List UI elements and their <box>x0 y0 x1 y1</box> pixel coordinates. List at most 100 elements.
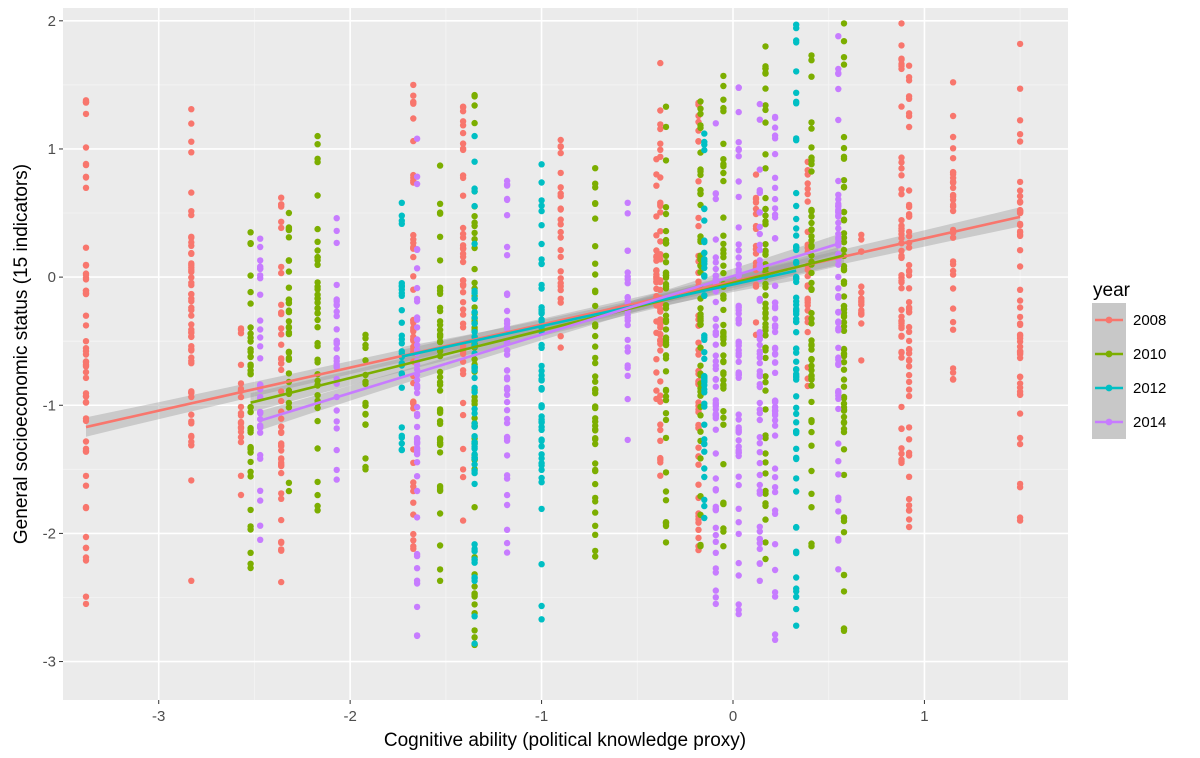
data-point <box>459 299 467 306</box>
data-point <box>712 375 719 383</box>
data-point <box>840 239 848 246</box>
data-point <box>835 273 842 281</box>
data-point <box>771 359 779 366</box>
data-point <box>735 447 742 454</box>
data-point <box>949 305 957 312</box>
data-point <box>771 432 779 439</box>
data-point <box>436 326 444 334</box>
data-point <box>657 331 664 338</box>
data-point <box>771 507 779 514</box>
data-point <box>398 332 405 339</box>
data-point <box>657 398 664 405</box>
data-point <box>793 428 800 435</box>
data-point <box>712 265 719 273</box>
data-point <box>840 153 848 160</box>
data-point <box>1016 117 1024 124</box>
data-point <box>771 404 779 411</box>
data-point <box>237 380 245 387</box>
data-point <box>793 574 800 581</box>
data-point <box>314 491 321 499</box>
data-point <box>793 258 800 266</box>
data-point <box>756 187 763 194</box>
data-point <box>840 280 848 287</box>
data-point <box>471 102 478 109</box>
data-point <box>471 374 478 382</box>
data-point <box>471 229 478 237</box>
data-point <box>278 455 285 462</box>
data-point <box>905 187 913 194</box>
data-point <box>410 81 417 89</box>
legend: year 2008 2010 2012 2014 <box>1092 280 1166 439</box>
data-point <box>808 490 815 497</box>
data-point <box>949 376 957 383</box>
data-point <box>459 245 467 252</box>
data-point <box>413 295 421 303</box>
data-point <box>471 356 478 363</box>
legend-label-2014: 2014 <box>1133 414 1166 431</box>
data-point <box>840 313 848 321</box>
data-point <box>701 496 708 503</box>
data-point <box>840 425 848 433</box>
data-point <box>662 103 670 110</box>
data-point <box>471 410 478 417</box>
data-point <box>735 559 742 567</box>
data-point <box>1016 410 1024 417</box>
data-point <box>285 257 293 264</box>
data-point <box>188 357 195 365</box>
data-point <box>657 321 664 328</box>
data-point <box>712 331 719 338</box>
y-tick-label: 2 <box>48 13 56 30</box>
data-point <box>804 198 811 205</box>
data-point <box>756 223 763 231</box>
data-point <box>793 445 800 452</box>
data-point <box>771 132 779 139</box>
data-point <box>840 383 848 390</box>
data-point <box>756 449 763 456</box>
data-point <box>905 123 913 131</box>
x-tick-label: -3 <box>152 708 165 725</box>
data-point <box>503 367 511 374</box>
data-point <box>697 316 704 324</box>
data-point <box>538 419 545 426</box>
data-point <box>771 328 779 336</box>
data-point <box>771 474 779 481</box>
data-point <box>662 368 670 375</box>
data-point <box>793 410 800 417</box>
data-point <box>720 414 727 421</box>
data-point <box>1016 131 1024 138</box>
data-point <box>314 192 321 199</box>
data-point <box>459 122 467 129</box>
fit-line-2010 <box>250 254 845 404</box>
data-point <box>949 285 957 292</box>
data-point <box>413 314 421 321</box>
data-point <box>471 398 478 405</box>
legend-point-2014 <box>1105 418 1113 426</box>
data-point <box>762 354 769 362</box>
data-point <box>712 475 719 482</box>
data-point <box>624 395 631 403</box>
data-point <box>82 173 90 180</box>
data-point <box>333 312 340 320</box>
data-point <box>333 446 340 454</box>
data-point <box>362 466 369 473</box>
data-point <box>657 174 664 181</box>
data-point <box>538 384 545 392</box>
data-point <box>808 376 815 383</box>
data-point <box>949 179 957 186</box>
data-point <box>735 315 742 323</box>
data-point <box>771 113 779 121</box>
data-point <box>808 320 815 327</box>
data-point <box>735 452 742 460</box>
data-point <box>762 516 769 523</box>
data-point <box>557 228 564 236</box>
data-point <box>793 593 800 600</box>
data-point <box>697 543 704 550</box>
data-point <box>278 331 285 338</box>
data-point <box>949 184 957 191</box>
data-point <box>949 318 957 326</box>
data-point <box>712 259 719 266</box>
data-point <box>657 426 664 434</box>
data-point <box>257 291 264 298</box>
data-point <box>756 348 763 355</box>
data-point <box>285 209 293 217</box>
